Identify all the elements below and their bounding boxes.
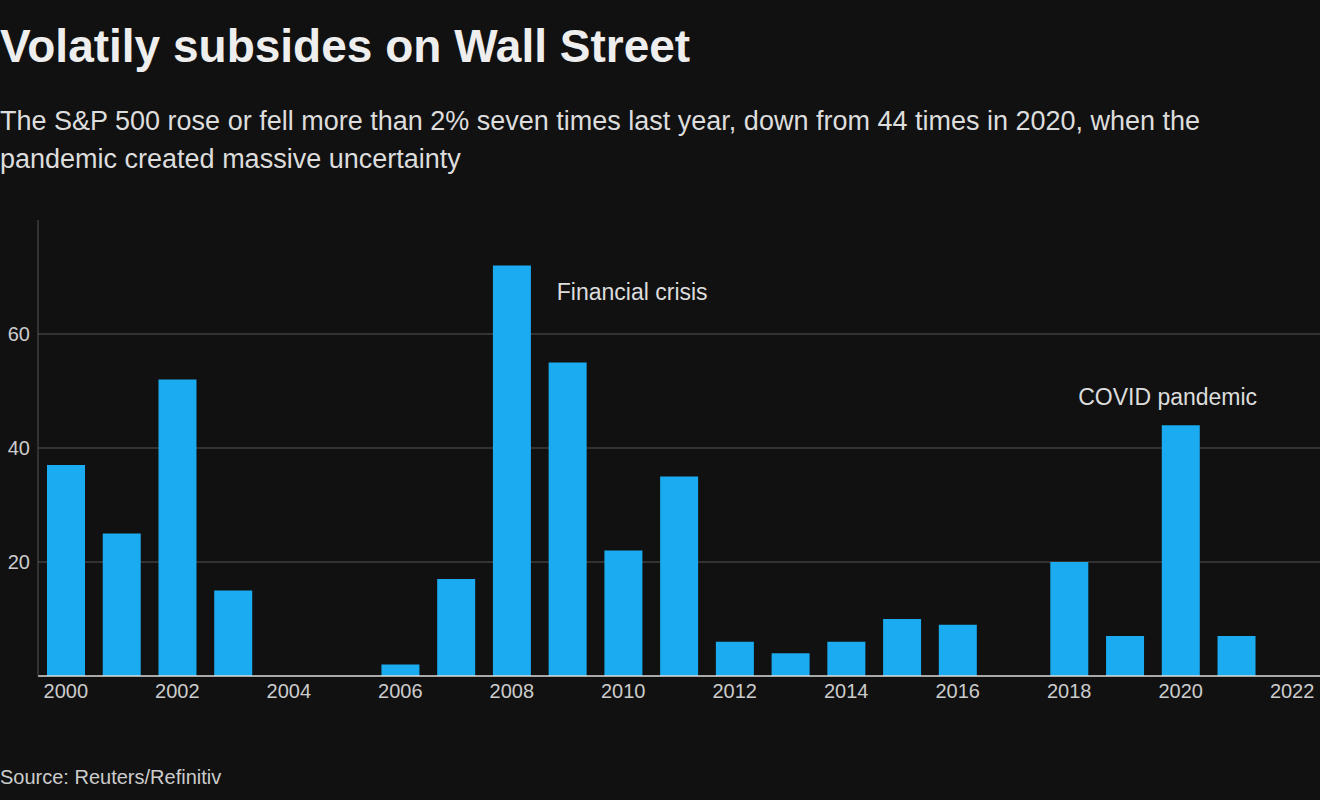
html-text:Volatily subsides on Wall Stre: Volatily subsides on Wall Street — [0, 20, 691, 72]
svg-text:2012: 2012 — [712, 680, 757, 702]
svg-text:Financial crisis: Financial crisis — [557, 279, 708, 305]
svg-text:2014: 2014 — [824, 680, 869, 702]
svg-text:2018: 2018 — [1047, 680, 1092, 702]
svg-text:2022: 2022 — [1270, 680, 1312, 702]
svg-text:2010: 2010 — [601, 680, 646, 702]
svg-text:2000: 2000 — [44, 680, 89, 702]
svg-text:2020: 2020 — [1158, 680, 1203, 702]
html-text:Source: Reuters/Refinitiv: Source: Reuters/Refinitiv — [0, 766, 222, 788]
svg-text:40: 40 — [8, 437, 30, 459]
svg-text:2016: 2016 — [935, 680, 980, 702]
svg-text:2002: 2002 — [155, 680, 200, 702]
svg-text:60: 60 — [8, 323, 30, 345]
svg-text:COVID pandemic: COVID pandemic — [1078, 384, 1257, 410]
html-text:The S&P 500 rose or fell more: The S&P 500 rose or fell more than 2% se… — [0, 106, 1201, 174]
svg-text:2008: 2008 — [490, 680, 535, 702]
svg-text:20: 20 — [8, 551, 30, 573]
svg-text:2004: 2004 — [267, 680, 312, 702]
svg-text:2006: 2006 — [378, 680, 423, 702]
